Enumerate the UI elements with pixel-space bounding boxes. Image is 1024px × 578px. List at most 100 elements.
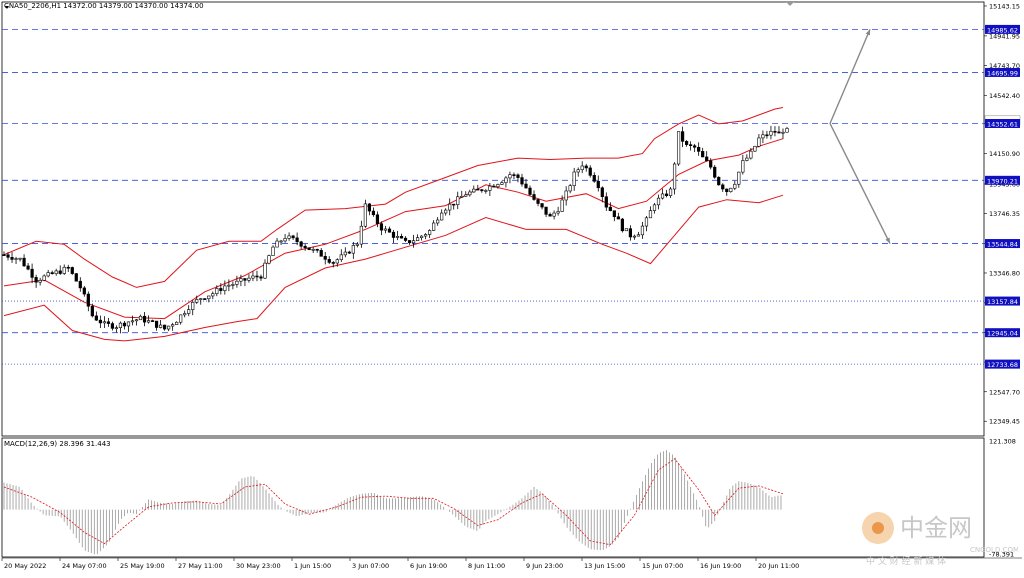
candle-body <box>130 320 135 323</box>
candle-body <box>10 257 14 260</box>
candle-body <box>122 322 127 327</box>
time-tick-11: 15 Jun 07:00 <box>642 562 683 570</box>
candle-body <box>612 210 616 218</box>
price-tick-13: 12547.70 <box>989 388 1020 396</box>
candle-body <box>54 270 58 275</box>
candle-body <box>339 254 343 260</box>
candle-body <box>307 247 311 251</box>
candle-body <box>287 235 291 239</box>
candle-body <box>22 257 26 267</box>
candle-body <box>468 191 472 196</box>
candle-body <box>552 212 556 217</box>
candle-body <box>512 174 516 176</box>
candle-body <box>367 203 372 212</box>
candle-body <box>335 259 339 264</box>
candle-body <box>709 160 713 168</box>
projection-arrow-head-1-icon <box>885 237 890 244</box>
candle-body <box>295 237 299 243</box>
candle-body <box>211 293 215 297</box>
projection-arrow-line-0 <box>829 29 871 124</box>
time-tick-0: 20 May 2022 <box>4 562 46 570</box>
candle-body <box>207 295 211 300</box>
level-label-2: 14352.61 <box>987 120 1018 128</box>
price-tick-0: 15143.15 <box>989 2 1020 10</box>
candle-body <box>6 254 10 258</box>
level-label-7: 12733.68 <box>987 361 1018 369</box>
level-label-bg-3 <box>985 175 1020 185</box>
candle-body <box>271 246 275 256</box>
level-label-bg-6 <box>985 328 1020 338</box>
candle-body <box>440 212 444 221</box>
price-tick-1: 14941.95 <box>989 32 1020 40</box>
candle-body <box>576 169 580 173</box>
watermark-logo-inner <box>872 522 884 534</box>
candle-body <box>444 209 448 214</box>
candle-body <box>580 165 584 171</box>
candle-body <box>488 185 492 191</box>
candle-body <box>175 321 179 325</box>
bollinger-lower-line <box>3 194 784 342</box>
candle-body <box>697 146 701 152</box>
candle-body <box>70 267 74 274</box>
level-label-bg-0 <box>985 24 1020 34</box>
candle-body <box>114 327 119 330</box>
candle-body <box>118 322 123 329</box>
time-tick-3: 27 May 11:00 <box>178 562 223 570</box>
time-tick-10: 13 Jun 15:00 <box>584 562 625 570</box>
time-tick-5: 1 Jun 15:00 <box>294 562 331 570</box>
candle-body <box>267 255 271 264</box>
candle-body <box>560 199 564 212</box>
candle-body <box>713 166 717 178</box>
candle-body <box>82 287 86 295</box>
candle-body <box>134 319 139 322</box>
candle-body <box>568 185 572 192</box>
projection-arrow-head-0-icon <box>865 29 870 36</box>
candle-body <box>106 321 110 324</box>
candle-body <box>315 248 319 251</box>
candle-body <box>407 240 412 244</box>
candle-body <box>452 203 456 206</box>
candle-body <box>30 268 34 278</box>
candle-body <box>524 183 528 189</box>
candle-body <box>38 280 42 283</box>
candle-body <box>741 160 745 173</box>
candle-body <box>456 196 460 205</box>
candle-body <box>548 214 552 217</box>
candle-body <box>616 216 620 220</box>
candle-body <box>275 240 279 248</box>
candle-body <box>476 188 480 191</box>
candle-body <box>608 206 612 211</box>
candle-body <box>504 177 508 183</box>
symbol-header: CNA50_2206,H1 14372.00 14379.00 14370.00… <box>4 2 204 10</box>
macd-tick-1: -78.391 <box>989 551 1014 559</box>
time-tick-2: 25 May 19:00 <box>120 562 165 570</box>
candle-body <box>363 203 367 227</box>
candle-body <box>689 144 693 147</box>
candle-body <box>604 196 608 208</box>
candle-body <box>765 134 769 137</box>
candle-body <box>110 323 115 329</box>
candle-body <box>2 254 6 256</box>
price-tick-14: 12349.45 <box>989 418 1020 426</box>
candle-body <box>592 175 596 182</box>
candle-body <box>628 228 632 238</box>
candle-body <box>50 272 54 275</box>
candle-body <box>179 314 183 323</box>
candle-body <box>183 313 187 316</box>
candle-body <box>199 298 203 300</box>
candle-body <box>66 266 70 269</box>
candle-body <box>520 177 524 185</box>
bollinger-upper-line <box>3 107 784 288</box>
candle-body <box>42 275 46 281</box>
candle-body <box>311 248 315 251</box>
candle-body <box>693 145 697 148</box>
candle-body <box>251 275 255 279</box>
candle-body <box>94 315 98 321</box>
candle-body <box>146 320 151 323</box>
time-tick-13: 20 Jun 11:00 <box>758 562 799 570</box>
time-tick-8: 8 Jun 11:00 <box>468 562 505 570</box>
candle-body <box>159 324 163 328</box>
candle-body <box>584 165 588 169</box>
candle-body <box>18 257 22 260</box>
